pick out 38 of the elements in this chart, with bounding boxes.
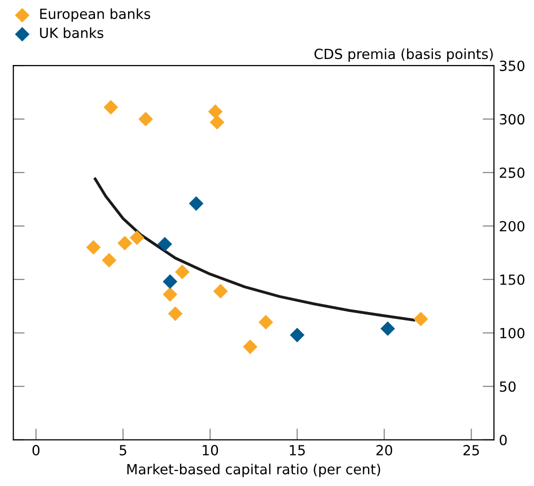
point (380, 321, 396, 336)
y-tick-label: 200 (500, 220, 524, 232)
point (158, 236, 172, 252)
point (162, 287, 178, 302)
point (138, 112, 153, 126)
point (130, 230, 144, 246)
x-tick-label: 15 (290, 445, 305, 456)
y-tick-label: 100 (500, 328, 524, 338)
point (213, 284, 228, 298)
point (174, 264, 190, 280)
point (258, 314, 274, 330)
point (290, 328, 304, 342)
y-tick-label: 350 (500, 60, 524, 72)
x-tick-label: 25 (463, 444, 479, 456)
x-axis-title: Market-based capital ratio (per cent) (127, 464, 380, 478)
point (104, 100, 118, 115)
point (86, 240, 101, 255)
point (162, 274, 178, 289)
y-axis-title: CDS premia (basis points) (314, 48, 493, 62)
x-tick-label: 10 (202, 444, 218, 456)
point (188, 196, 204, 211)
y-tick-label: 150 (500, 274, 524, 285)
point (210, 114, 224, 130)
y-tick-label: 0 (500, 434, 507, 446)
point (208, 104, 223, 119)
x-tick-label: 20 (376, 444, 392, 456)
y-tick-label: 50 (500, 381, 516, 392)
point (168, 306, 183, 321)
point (102, 252, 116, 268)
x-tick-label: 5 (120, 445, 126, 456)
y-tick-label: 300 (500, 114, 524, 125)
legend-label: UK banks (40, 27, 104, 38)
point (118, 236, 132, 250)
y-tick-label: 250 (500, 168, 524, 178)
point (414, 312, 428, 326)
legend-label: European banks (40, 8, 150, 22)
x-tick-label: 0 (32, 444, 40, 456)
point (242, 340, 258, 354)
